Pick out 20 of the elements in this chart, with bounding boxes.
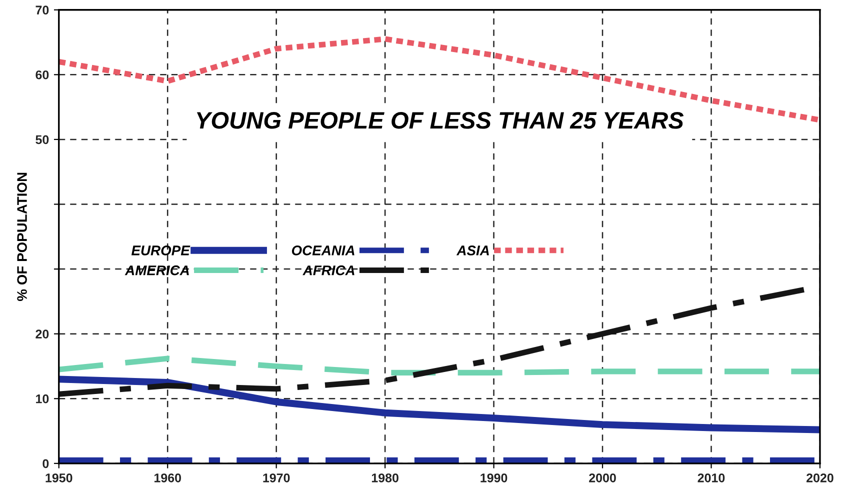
y-tick-label: 70 bbox=[36, 6, 49, 15]
x-tick-label: 2010 bbox=[698, 473, 725, 482]
x-tick-label: 1960 bbox=[154, 473, 181, 482]
x-tick-label: 1990 bbox=[480, 473, 508, 482]
y-tick-label: 20 bbox=[36, 330, 49, 338]
x-tick-label: 1950 bbox=[46, 473, 72, 482]
y-tick-label: 60 bbox=[36, 70, 49, 80]
x-tick-label: 2020 bbox=[806, 473, 834, 482]
y-tick-label: 10 bbox=[36, 394, 49, 404]
text: YOUNG PEOPLE OF LESS THAN 25 YEARS bbox=[196, 112, 684, 129]
legend-label: OCEANIA bbox=[292, 246, 354, 256]
legend-label: EUROPE bbox=[131, 246, 190, 256]
x-tick-label: 1970 bbox=[263, 473, 290, 482]
legend-label: AFRICA bbox=[302, 265, 354, 276]
x-tick-label: 2000 bbox=[589, 473, 616, 482]
x-tick-label: 1980 bbox=[372, 473, 398, 482]
legend-label: ASIA bbox=[456, 246, 489, 256]
y-axis-title: % OF POPULATION bbox=[17, 172, 27, 301]
y-tick-label: 0 bbox=[42, 459, 49, 468]
y-tick-label: 50 bbox=[36, 135, 49, 144]
